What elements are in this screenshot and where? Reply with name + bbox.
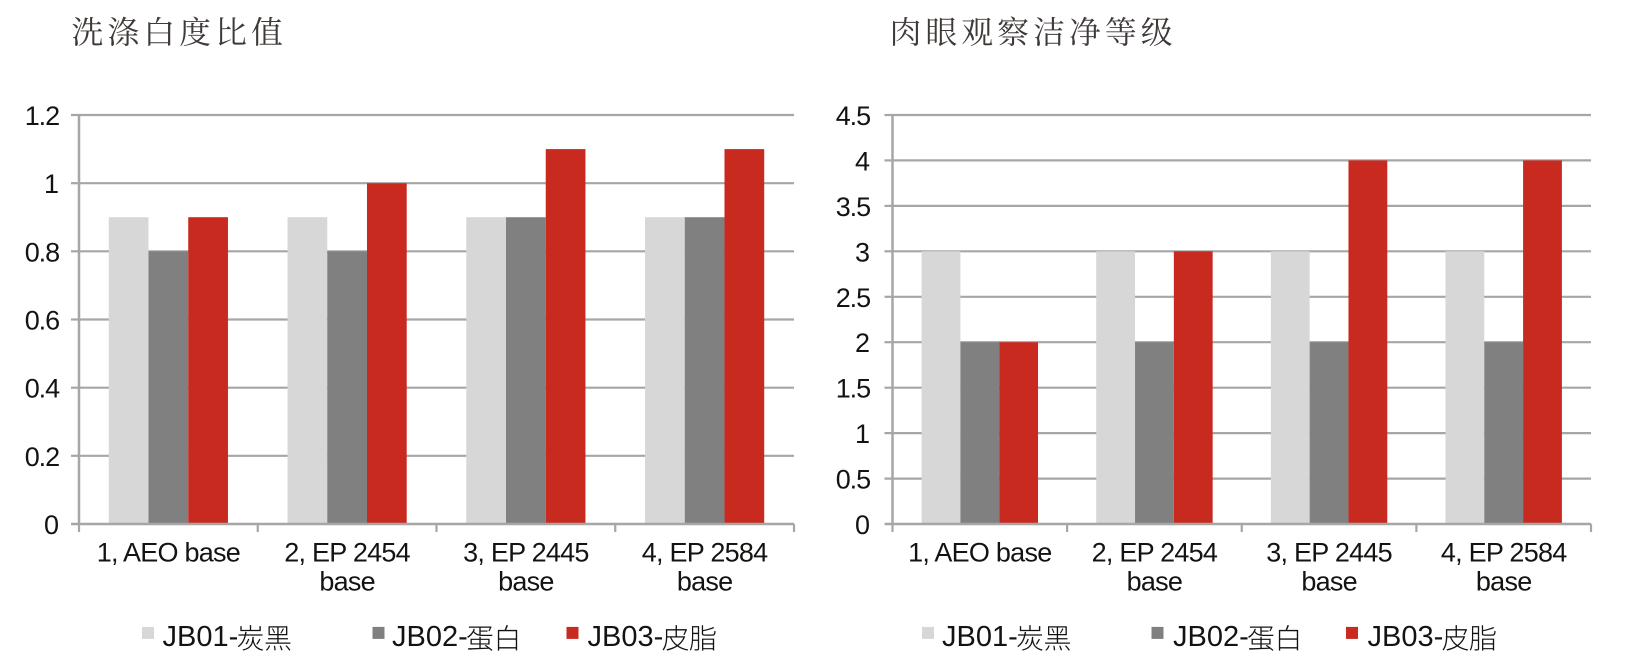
svg-text:2: 2	[855, 328, 870, 358]
svg-text:3, EP 2445: 3, EP 2445	[1266, 538, 1392, 568]
svg-text:0: 0	[855, 510, 870, 540]
svg-text:0.4: 0.4	[25, 374, 60, 404]
svg-text:4.5: 4.5	[836, 101, 870, 131]
svg-text:JB03-: JB03-	[1368, 621, 1444, 653]
svg-text:4, EP 2584: 4, EP 2584	[642, 538, 768, 568]
svg-text:1: 1	[44, 169, 59, 199]
svg-text:4, EP 2584: 4, EP 2584	[1441, 538, 1567, 568]
svg-text:base: base	[677, 567, 733, 597]
svg-text:base: base	[1127, 567, 1183, 597]
svg-text:1, AEO base: 1, AEO base	[908, 538, 1051, 568]
svg-text:2, EP 2454: 2, EP 2454	[1092, 538, 1218, 568]
svg-text:base: base	[319, 567, 375, 597]
svg-text:1, AEO base: 1, AEO base	[97, 538, 240, 568]
svg-text:0.5: 0.5	[836, 465, 870, 495]
svg-text:JB01-: JB01-	[942, 621, 1018, 653]
svg-text:base: base	[1476, 567, 1532, 597]
svg-text:JB03-: JB03-	[588, 621, 664, 653]
svg-text:base: base	[1301, 567, 1357, 597]
svg-text:1: 1	[855, 419, 870, 449]
svg-text:0.2: 0.2	[25, 442, 59, 472]
svg-text:0.8: 0.8	[25, 237, 59, 267]
svg-text:1.2: 1.2	[25, 101, 59, 131]
svg-text:JB02-: JB02-	[392, 621, 468, 653]
svg-text:4: 4	[855, 146, 870, 176]
svg-text:0.6: 0.6	[25, 306, 59, 336]
svg-text:3: 3	[855, 237, 870, 267]
svg-text:base: base	[498, 567, 554, 597]
svg-text:3, EP 2445: 3, EP 2445	[463, 538, 589, 568]
svg-text:0: 0	[44, 510, 59, 540]
svg-text:2, EP 2454: 2, EP 2454	[284, 538, 410, 568]
svg-text:JB02-: JB02-	[1173, 621, 1249, 653]
svg-text:1.5: 1.5	[836, 374, 870, 404]
svg-text:JB01-: JB01-	[163, 621, 239, 653]
svg-text:3.5: 3.5	[836, 192, 870, 222]
svg-text:2.5: 2.5	[836, 283, 870, 313]
